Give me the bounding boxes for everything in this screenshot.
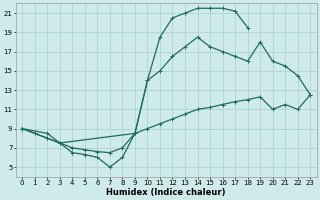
X-axis label: Humidex (Indice chaleur): Humidex (Indice chaleur) (107, 188, 226, 197)
